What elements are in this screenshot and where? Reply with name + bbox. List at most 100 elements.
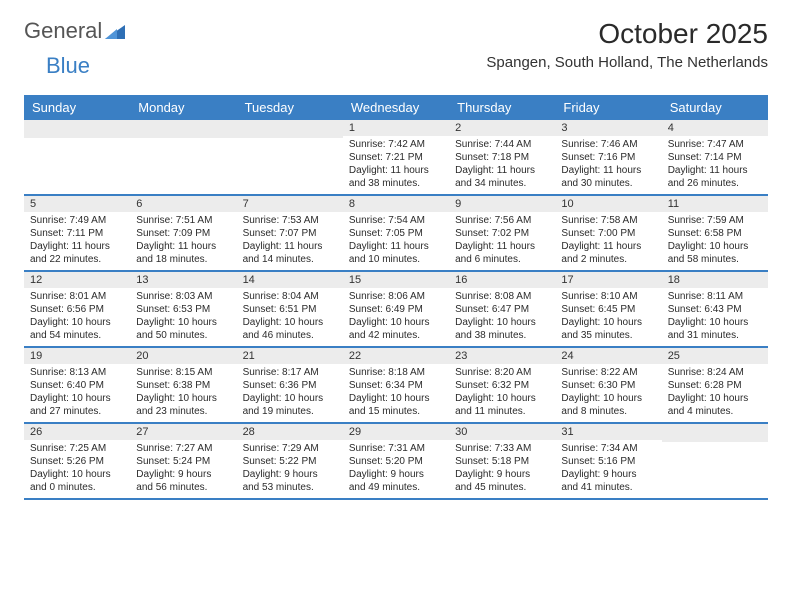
- weekday-header: Saturday: [662, 95, 768, 120]
- calendar: SundayMondayTuesdayWednesdayThursdayFrid…: [24, 95, 768, 500]
- daylight-text: and 8 minutes.: [555, 405, 661, 418]
- day-cell: 16Sunrise: 8:08 AMSunset: 6:47 PMDayligh…: [449, 272, 555, 346]
- daylight-text: Daylight: 10 hours: [130, 392, 236, 405]
- daylight-text: and 50 minutes.: [130, 329, 236, 342]
- day-cell: 8 Sunrise: 7:54 AMSunset: 7:05 PMDaylight…: [343, 196, 449, 270]
- day-number: 3: [555, 120, 661, 136]
- day-number: 17: [555, 272, 661, 288]
- day-cell: 22Sunrise: 8:18 AMSunset: 6:34 PMDayligh…: [343, 348, 449, 422]
- sunrise-text: Sunrise: 8:22 AM: [555, 366, 661, 379]
- day-cell: 25Sunrise: 8:24 AMSunset: 6:28 PMDayligh…: [662, 348, 768, 422]
- sunrise-text: Sunrise: 8:01 AM: [24, 290, 130, 303]
- sunrise-text: Sunrise: 8:24 AM: [662, 366, 768, 379]
- daylight-text: and 31 minutes.: [662, 329, 768, 342]
- daylight-text: and 46 minutes.: [237, 329, 343, 342]
- day-number: [237, 120, 343, 138]
- sunset-text: Sunset: 7:09 PM: [130, 227, 236, 240]
- sunrise-text: Sunrise: 8:20 AM: [449, 366, 555, 379]
- daylight-text: and 42 minutes.: [343, 329, 449, 342]
- daylight-text: Daylight: 10 hours: [555, 316, 661, 329]
- sunset-text: Sunset: 7:11 PM: [24, 227, 130, 240]
- day-cell: 31Sunrise: 7:34 AMSunset: 5:16 PMDayligh…: [555, 424, 661, 498]
- day-number: 12: [24, 272, 130, 288]
- daylight-text: Daylight: 10 hours: [24, 468, 130, 481]
- day-number: 8: [343, 196, 449, 212]
- daylight-text: Daylight: 10 hours: [237, 392, 343, 405]
- sunset-text: Sunset: 6:28 PM: [662, 379, 768, 392]
- daylight-text: and 53 minutes.: [237, 481, 343, 494]
- day-number: 6: [130, 196, 236, 212]
- sunrise-text: Sunrise: 8:03 AM: [130, 290, 236, 303]
- sunset-text: Sunset: 7:05 PM: [343, 227, 449, 240]
- sunset-text: Sunset: 7:18 PM: [449, 151, 555, 164]
- daylight-text: and 38 minutes.: [449, 329, 555, 342]
- sunset-text: Sunset: 5:18 PM: [449, 455, 555, 468]
- daylight-text: Daylight: 11 hours: [343, 164, 449, 177]
- daylight-text: Daylight: 11 hours: [449, 240, 555, 253]
- day-cell: 20Sunrise: 8:15 AMSunset: 6:38 PMDayligh…: [130, 348, 236, 422]
- sunrise-text: Sunrise: 7:42 AM: [343, 138, 449, 151]
- daylight-text: Daylight: 10 hours: [130, 316, 236, 329]
- day-cell: 28Sunrise: 7:29 AMSunset: 5:22 PMDayligh…: [237, 424, 343, 498]
- day-number: 23: [449, 348, 555, 364]
- day-number: 7: [237, 196, 343, 212]
- day-number: 25: [662, 348, 768, 364]
- daylight-text: and 18 minutes.: [130, 253, 236, 266]
- daylight-text: Daylight: 11 hours: [662, 164, 768, 177]
- week-row: 1Sunrise: 7:42 AMSunset: 7:21 PMDaylight…: [24, 120, 768, 196]
- weekday-header: Sunday: [24, 95, 130, 120]
- day-number: 11: [662, 196, 768, 212]
- sunset-text: Sunset: 7:00 PM: [555, 227, 661, 240]
- daylight-text: Daylight: 9 hours: [130, 468, 236, 481]
- weekday-header: Monday: [130, 95, 236, 120]
- sunrise-text: Sunrise: 7:47 AM: [662, 138, 768, 151]
- day-number: 1: [343, 120, 449, 136]
- day-cell: 15Sunrise: 8:06 AMSunset: 6:49 PMDayligh…: [343, 272, 449, 346]
- daylight-text: Daylight: 9 hours: [343, 468, 449, 481]
- triangle-icon: [105, 23, 125, 39]
- daylight-text: Daylight: 11 hours: [130, 240, 236, 253]
- sunrise-text: Sunrise: 8:04 AM: [237, 290, 343, 303]
- daylight-text: and 6 minutes.: [449, 253, 555, 266]
- day-cell: 17Sunrise: 8:10 AMSunset: 6:45 PMDayligh…: [555, 272, 661, 346]
- daylight-text: Daylight: 10 hours: [662, 240, 768, 253]
- sunset-text: Sunset: 7:14 PM: [662, 151, 768, 164]
- daylight-text: and 58 minutes.: [662, 253, 768, 266]
- week-row: 12Sunrise: 8:01 AMSunset: 6:56 PMDayligh…: [24, 272, 768, 348]
- day-cell: 29Sunrise: 7:31 AMSunset: 5:20 PMDayligh…: [343, 424, 449, 498]
- day-number: 21: [237, 348, 343, 364]
- day-cell: 3Sunrise: 7:46 AMSunset: 7:16 PMDaylight…: [555, 120, 661, 194]
- sunset-text: Sunset: 6:47 PM: [449, 303, 555, 316]
- sunrise-text: Sunrise: 7:44 AM: [449, 138, 555, 151]
- sunset-text: Sunset: 6:38 PM: [130, 379, 236, 392]
- daylight-text: Daylight: 11 hours: [343, 240, 449, 253]
- sunrise-text: Sunrise: 7:49 AM: [24, 214, 130, 227]
- sunset-text: Sunset: 6:34 PM: [343, 379, 449, 392]
- day-cell: 5Sunrise: 7:49 AMSunset: 7:11 PMDaylight…: [24, 196, 130, 270]
- day-cell: 23Sunrise: 8:20 AMSunset: 6:32 PMDayligh…: [449, 348, 555, 422]
- empty-cell: [237, 120, 343, 194]
- sunset-text: Sunset: 6:32 PM: [449, 379, 555, 392]
- weekday-header: Wednesday: [343, 95, 449, 120]
- day-number: 30: [449, 424, 555, 440]
- page: General October 2025 Spangen, South Holl…: [0, 0, 792, 518]
- day-number: 10: [555, 196, 661, 212]
- sunrise-text: Sunrise: 7:53 AM: [237, 214, 343, 227]
- sunset-text: Sunset: 6:36 PM: [237, 379, 343, 392]
- daylight-text: and 54 minutes.: [24, 329, 130, 342]
- daylight-text: and 34 minutes.: [449, 177, 555, 190]
- sunset-text: Sunset: 6:45 PM: [555, 303, 661, 316]
- daylight-text: Daylight: 9 hours: [555, 468, 661, 481]
- sunrise-text: Sunrise: 7:54 AM: [343, 214, 449, 227]
- sunrise-text: Sunrise: 7:58 AM: [555, 214, 661, 227]
- sunrise-text: Sunrise: 7:56 AM: [449, 214, 555, 227]
- daylight-text: and 38 minutes.: [343, 177, 449, 190]
- day-cell: 30Sunrise: 7:33 AMSunset: 5:18 PMDayligh…: [449, 424, 555, 498]
- sunset-text: Sunset: 5:20 PM: [343, 455, 449, 468]
- sunrise-text: Sunrise: 7:33 AM: [449, 442, 555, 455]
- sunset-text: Sunset: 6:40 PM: [24, 379, 130, 392]
- sunrise-text: Sunrise: 7:27 AM: [130, 442, 236, 455]
- day-number: 2: [449, 120, 555, 136]
- daylight-text: and 56 minutes.: [130, 481, 236, 494]
- weekday-header: Friday: [555, 95, 661, 120]
